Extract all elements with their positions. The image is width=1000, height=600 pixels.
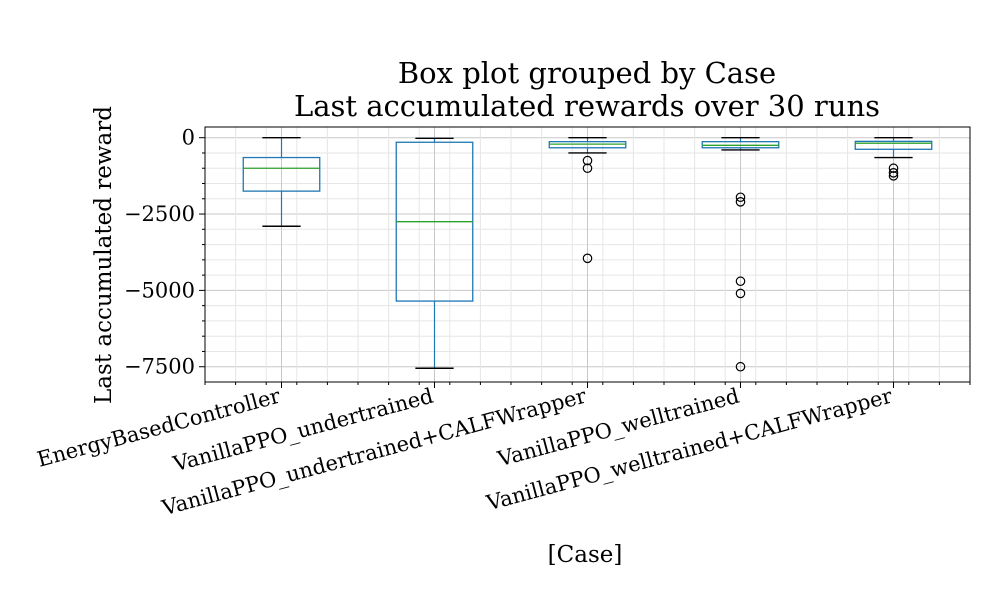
outlier-point <box>735 192 746 203</box>
outlier-point <box>735 276 746 287</box>
y-axis-label: Last accumulated reward <box>91 106 117 404</box>
outlier-point <box>735 288 746 299</box>
x-tick-label: EnergyBasedController <box>35 383 284 471</box>
box <box>242 156 321 192</box>
outlier-point <box>582 163 593 174</box>
outlier-point <box>735 197 746 207</box>
outlier-point <box>735 361 746 372</box>
box-group <box>701 136 780 372</box>
y-tick-label: −2500 <box>124 202 195 226</box>
box-group <box>242 136 321 227</box>
grid-lines <box>204 127 971 382</box>
box <box>854 140 933 150</box>
x-axis-label: [Case] <box>548 542 623 568</box>
chart-title-line-2: Last accumulated rewards over 30 runs <box>294 89 880 123</box>
outlier-point <box>888 171 899 181</box>
outlier-point <box>582 253 593 264</box>
outlier-point <box>888 168 899 178</box>
y-tick-label: −5000 <box>124 278 195 302</box>
chart-title-line-1: Box plot grouped by Case <box>398 56 776 90</box>
box-group <box>395 137 474 369</box>
outlier-point <box>582 155 593 166</box>
plot-data <box>242 136 933 372</box>
y-tick-label: 0 <box>182 126 195 150</box>
box-group <box>548 136 627 264</box>
y-tick-label: −7500 <box>124 355 195 379</box>
outlier-point <box>888 163 899 174</box>
axes: 0−2500−5000−7500EnergyBasedControllerVan… <box>35 126 971 520</box>
box-group <box>854 136 933 181</box>
